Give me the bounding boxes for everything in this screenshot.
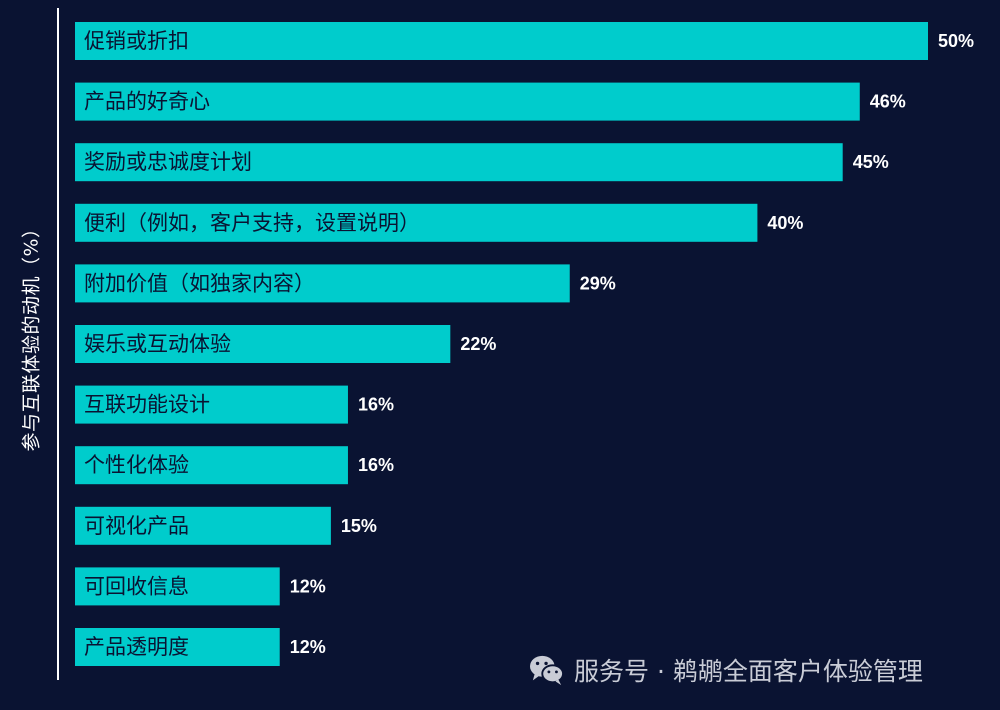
bar <box>75 385 348 424</box>
bar-value-label: 45% <box>853 152 889 172</box>
bar <box>75 22 928 60</box>
bar-value-label: 29% <box>580 273 616 293</box>
bar-category-label: 奖励或忠诚度计划 <box>84 150 252 174</box>
bar-value-label: 16% <box>358 455 394 475</box>
bar <box>75 628 280 666</box>
bar-category-label: 可回收信息 <box>84 574 189 598</box>
bar <box>75 143 843 182</box>
bar-value-label: 46% <box>870 92 906 112</box>
bar-category-label: 便利（例如，客户支持，设置说明） <box>84 211 420 235</box>
bar <box>75 325 451 363</box>
bar-category-label: 娱乐或互动体验 <box>84 332 231 356</box>
bar-value-label: 16% <box>358 395 394 415</box>
bar-value-label: 22% <box>460 334 496 354</box>
y-axis-line <box>57 8 59 680</box>
bar-category-label: 促销或折扣 <box>84 29 189 53</box>
bar-category-label: 附加价值（如独家内容） <box>84 271 315 295</box>
bar <box>75 446 348 485</box>
bar <box>75 82 860 121</box>
bar-value-label: 12% <box>290 576 326 596</box>
bar <box>75 567 280 606</box>
wechat-icon <box>530 655 564 686</box>
bar-category-label: 个性化体验 <box>84 453 189 477</box>
bar-category-label: 可视化产品 <box>84 514 189 538</box>
bar-category-label: 产品透明度 <box>84 635 189 659</box>
bar-value-label: 50% <box>938 31 974 51</box>
bar-value-label: 12% <box>290 637 326 657</box>
bar-value-label: 40% <box>767 213 803 233</box>
watermark: 服务号 · 鹈鹕全面客户体验管理 <box>500 630 1000 710</box>
bar <box>75 203 758 242</box>
bar-category-label: 互联功能设计 <box>84 393 210 417</box>
bar <box>75 264 570 303</box>
bar-category-label: 产品的好奇心 <box>84 90 210 114</box>
bar-value-label: 15% <box>341 516 377 536</box>
watermark-text: 服务号 · 鹈鹕全面客户体验管理 <box>574 657 923 686</box>
bar <box>75 506 331 545</box>
